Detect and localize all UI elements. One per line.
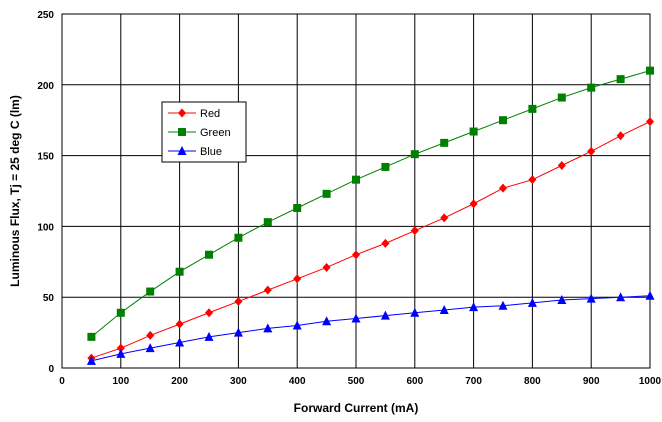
legend-green-label: Green — [200, 127, 231, 139]
blue-data-point — [351, 313, 361, 323]
y-tick-label: 100 — [37, 222, 54, 233]
red-data-point — [322, 262, 331, 272]
red-data-point — [440, 213, 449, 223]
green-data-point — [499, 116, 507, 125]
x-tick-label: 200 — [171, 376, 188, 387]
red-data-point — [587, 146, 596, 156]
y-tick-label: 50 — [43, 293, 55, 304]
x-axis-ticks: 0 100 200 300 400 500 600 700 800 900 1000 — [59, 376, 661, 387]
red-series-line — [91, 121, 651, 359]
y-tick-label: 200 — [37, 81, 54, 92]
red-data-point — [293, 274, 302, 284]
blue-data-point — [439, 304, 449, 314]
x-tick-label: 700 — [465, 376, 482, 387]
y-tick-label: 150 — [37, 152, 54, 163]
blue-data-point — [292, 320, 302, 330]
y-tick-label: 250 — [37, 10, 54, 21]
blue-data-point — [498, 300, 508, 310]
green-data-point — [381, 162, 390, 171]
blue-data-point — [116, 348, 126, 358]
red-data-point — [469, 199, 478, 209]
green-data-point — [646, 66, 654, 75]
green-data-point — [293, 203, 302, 212]
x-tick-label: 800 — [524, 376, 541, 387]
blue-data-point — [557, 295, 567, 305]
red-data-point — [175, 319, 184, 329]
green-data-point — [557, 93, 566, 102]
blue-data-point — [645, 290, 655, 300]
red-data-point — [116, 343, 125, 353]
green-series-line — [91, 70, 651, 338]
red-data-point — [410, 226, 419, 236]
blue-data-point — [145, 343, 155, 353]
red-data-point — [146, 330, 155, 340]
plot-area — [61, 13, 651, 369]
green-data-point — [440, 138, 449, 147]
red-data-point — [205, 308, 213, 318]
red-data-point — [557, 161, 566, 171]
series-blue — [86, 290, 655, 365]
x-tick-label: 0 — [59, 376, 65, 387]
blue-data-point — [469, 302, 479, 312]
legend-red-marker — [178, 108, 186, 118]
green-data-point — [263, 218, 272, 227]
red-data-point — [616, 131, 625, 141]
x-axis-label: Forward Current (mA) — [294, 401, 419, 415]
x-tick-label: 1000 — [639, 376, 662, 387]
blue-data-point — [380, 310, 390, 320]
legend: Red Green Blue — [161, 101, 247, 163]
red-data-point — [499, 183, 507, 193]
blue-data-point — [263, 323, 273, 333]
y-axis-label: Luminous Flux, Tj = 25 deg C (lm) — [8, 95, 22, 287]
y-axis-ticks: 0 50 100 150 200 250 — [37, 10, 54, 375]
x-tick-label: 100 — [112, 376, 129, 387]
blue-series-line — [91, 295, 651, 362]
blue-data-point — [616, 292, 626, 302]
blue-data-point — [586, 293, 596, 303]
legend-blue-label: Blue — [200, 146, 222, 158]
green-data-point — [234, 233, 243, 242]
blue-data-point — [175, 337, 185, 347]
legend-blue-marker — [177, 146, 187, 155]
green-data-point — [528, 104, 537, 113]
x-tick-label: 300 — [230, 376, 247, 387]
legend-red-label: Red — [200, 108, 220, 120]
green-data-point — [175, 267, 184, 276]
x-tick-label: 400 — [289, 376, 306, 387]
x-tick-label: 900 — [583, 376, 600, 387]
blue-data-point — [527, 297, 537, 307]
x-tick-label: 500 — [348, 376, 365, 387]
y-tick-label: 0 — [48, 364, 54, 375]
green-data-point — [410, 150, 419, 159]
legend-green-marker — [178, 128, 186, 136]
red-data-point — [381, 238, 390, 248]
blue-data-point — [86, 355, 96, 365]
series-green — [87, 66, 654, 341]
red-data-point — [352, 250, 360, 260]
blue-data-point — [322, 316, 332, 326]
blue-data-point — [233, 327, 243, 337]
green-data-point — [116, 308, 125, 317]
red-data-point — [263, 285, 272, 295]
blue-data-point — [410, 307, 420, 317]
green-data-point — [322, 189, 331, 198]
red-data-point — [528, 175, 537, 185]
blue-data-point — [204, 331, 214, 341]
green-data-point — [616, 75, 625, 84]
red-data-point — [646, 117, 654, 127]
green-data-point — [205, 250, 213, 259]
green-data-point — [587, 83, 596, 92]
green-data-point — [87, 332, 96, 341]
series-layer — [86, 66, 655, 365]
green-data-point — [352, 175, 360, 184]
green-data-point — [469, 127, 478, 136]
series-red — [87, 117, 654, 363]
x-tick-label: 600 — [406, 376, 423, 387]
green-data-point — [146, 287, 155, 296]
red-data-point — [234, 296, 243, 306]
